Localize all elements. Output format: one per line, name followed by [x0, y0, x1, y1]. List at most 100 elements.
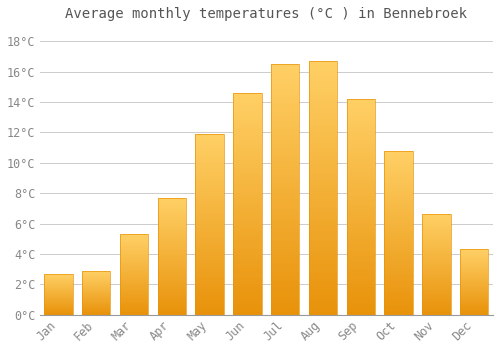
Bar [422, 225, 450, 226]
Bar [460, 280, 488, 281]
Bar [234, 115, 262, 117]
Bar [271, 287, 300, 289]
Bar [271, 304, 300, 307]
Bar [271, 180, 300, 182]
Bar [158, 302, 186, 303]
Bar [158, 249, 186, 250]
Bar [309, 119, 337, 122]
Bar [422, 246, 450, 247]
Bar [346, 112, 375, 114]
Bar [120, 273, 148, 274]
Bar [309, 175, 337, 178]
Bar [460, 254, 488, 255]
Bar [234, 131, 262, 133]
Bar [309, 208, 337, 211]
Bar [234, 168, 262, 170]
Bar [384, 238, 413, 239]
Bar [234, 93, 262, 315]
Bar [234, 246, 262, 248]
Bar [234, 295, 262, 297]
Bar [346, 229, 375, 231]
Bar [158, 312, 186, 313]
Bar [309, 236, 337, 239]
Bar [234, 244, 262, 246]
Bar [234, 286, 262, 288]
Bar [158, 215, 186, 216]
Bar [384, 200, 413, 202]
Bar [196, 210, 224, 212]
Bar [120, 240, 148, 241]
Bar [120, 271, 148, 272]
Bar [158, 274, 186, 275]
Bar [234, 237, 262, 239]
Bar [196, 282, 224, 284]
Bar [120, 241, 148, 242]
Bar [460, 314, 488, 315]
Bar [271, 114, 300, 117]
Bar [120, 300, 148, 301]
Bar [158, 276, 186, 277]
Bar [158, 211, 186, 212]
Bar [44, 294, 72, 295]
Bar [422, 239, 450, 240]
Bar [271, 137, 300, 139]
Bar [44, 290, 72, 291]
Bar [82, 310, 110, 311]
Bar [346, 237, 375, 239]
Bar [120, 261, 148, 262]
Bar [346, 289, 375, 291]
Bar [346, 213, 375, 216]
Bar [309, 221, 337, 223]
Bar [346, 138, 375, 140]
Bar [422, 274, 450, 275]
Bar [158, 202, 186, 204]
Bar [158, 230, 186, 232]
Bar [384, 172, 413, 174]
Bar [384, 300, 413, 301]
Bar [422, 312, 450, 313]
Bar [196, 255, 224, 257]
Bar [120, 234, 148, 315]
Bar [158, 291, 186, 292]
Bar [158, 205, 186, 206]
Bar [309, 76, 337, 79]
Bar [271, 149, 300, 152]
Bar [44, 291, 72, 292]
Bar [82, 279, 110, 280]
Bar [120, 251, 148, 252]
Bar [196, 181, 224, 183]
Bar [309, 150, 337, 152]
Bar [120, 298, 148, 299]
Bar [158, 269, 186, 270]
Bar [158, 218, 186, 219]
Bar [44, 297, 72, 298]
Bar [82, 295, 110, 296]
Bar [196, 138, 224, 139]
Bar [271, 252, 300, 254]
Bar [120, 296, 148, 297]
Bar [346, 160, 375, 162]
Bar [196, 307, 224, 309]
Bar [384, 164, 413, 166]
Bar [82, 313, 110, 314]
Bar [346, 114, 375, 116]
Bar [346, 287, 375, 289]
Bar [120, 302, 148, 303]
Bar [234, 270, 262, 273]
Bar [346, 116, 375, 119]
Bar [158, 260, 186, 261]
Bar [384, 265, 413, 267]
Bar [309, 289, 337, 292]
Bar [309, 272, 337, 274]
Bar [196, 298, 224, 300]
Bar [309, 294, 337, 297]
Bar [460, 305, 488, 306]
Bar [271, 242, 300, 245]
Bar [460, 296, 488, 297]
Bar [346, 121, 375, 123]
Bar [234, 210, 262, 213]
Bar [346, 134, 375, 136]
Bar [460, 259, 488, 260]
Bar [120, 248, 148, 250]
Bar [82, 272, 110, 273]
